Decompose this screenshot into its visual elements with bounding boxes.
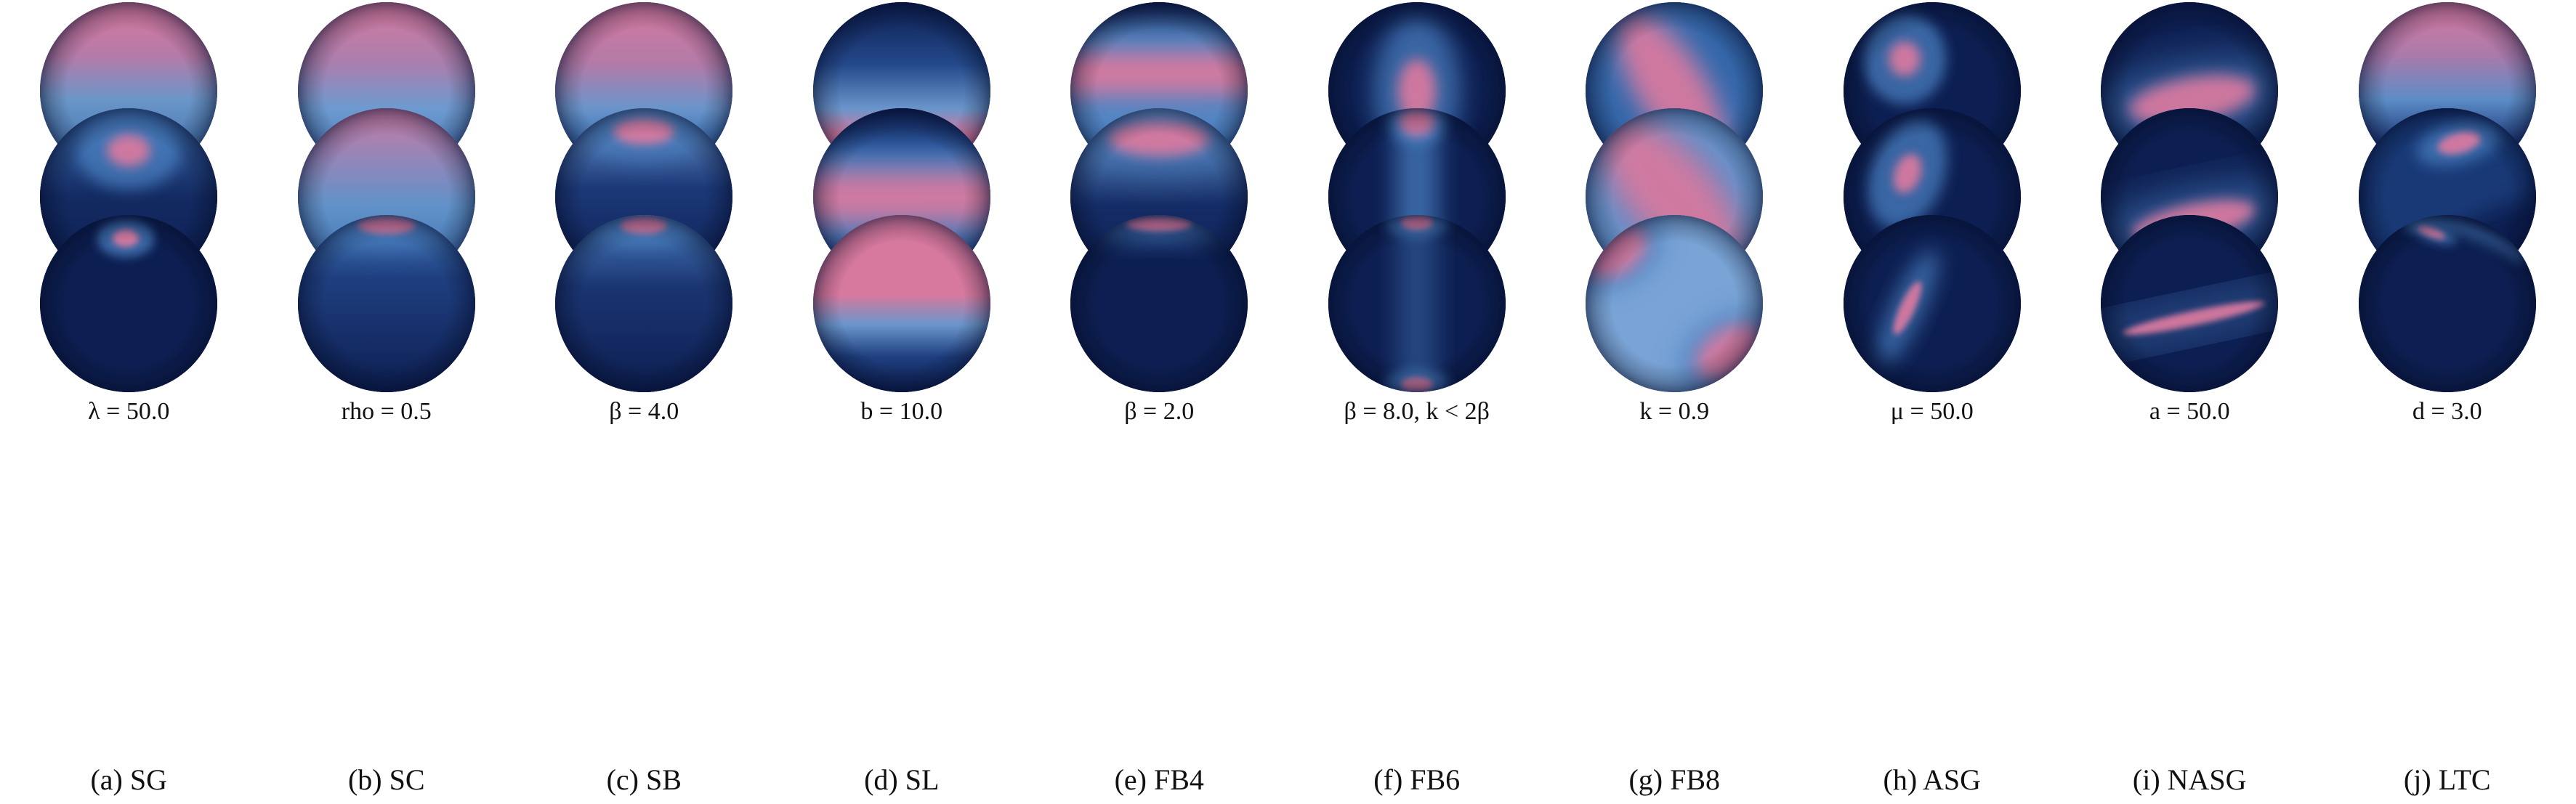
panel-column: β = 0.5β = 1.0β = 2.0(e) FB4 [1030, 0, 1288, 804]
parameter-label: rho = 0.5 [341, 398, 432, 425]
parameter-label: d = 3.0 [2412, 398, 2482, 425]
parameter-label: β = 4.0 [609, 398, 679, 425]
panel-caption: (e) FB4 [1114, 763, 1204, 796]
panel-caption: (d) SL [864, 763, 940, 796]
sphere-visualization [1070, 215, 1248, 392]
panel-caption: (f) FB6 [1373, 763, 1461, 796]
parameter-label: k = 0.9 [1639, 398, 1710, 425]
panel-column: β = 0.5β = 2.0β = 4.0(c) SB [515, 0, 773, 804]
panel-caption: (a) SG [90, 763, 168, 796]
sphere-visualization [1586, 215, 1763, 392]
sphere-visualization [555, 215, 732, 392]
panel-caption: (h) ASG [1883, 763, 1981, 796]
sphere-visualization [1843, 215, 2021, 392]
sphere-visualization [297, 215, 475, 392]
panel-caption: (b) SC [347, 763, 425, 796]
panel-column: a = 5.0a = 10.0a = 50.0(i) NASG [2061, 0, 2319, 804]
sphere-visualization [1328, 215, 1506, 392]
panel-column: b = 1.5b = 2.0b = 10.0(d) SL [773, 0, 1031, 804]
sphere-visualization [2358, 215, 2536, 392]
sphere-visualization [40, 215, 217, 392]
panel-column: k = 2.0k = 1.2k = 0.9(g) FB8 [1546, 0, 1804, 804]
parameter-label: β = 2.0 [1124, 398, 1195, 425]
panel-caption: (j) LTC [2403, 763, 2491, 796]
panel-column: d = 0.0d = 1.0d = 3.0(j) LTC [2319, 0, 2576, 804]
panel-column: μ = 5.0μ = 10.0μ = 50.0(h) ASG [1804, 0, 2062, 804]
parameter-label: λ = 50.0 [88, 398, 170, 425]
parameter-label: a = 50.0 [2149, 398, 2230, 425]
parameter-label: b = 10.0 [860, 398, 943, 425]
sphere-visualization [812, 215, 990, 392]
panel-caption: (c) SB [606, 763, 682, 796]
parameter-label: β = 8.0, k < 2β [1344, 398, 1490, 425]
panel-caption: (g) FB8 [1628, 763, 1721, 796]
panel-caption: (i) NASG [2132, 763, 2247, 796]
panel-column: λ = 1.0λ = 10.0λ = 50.0(a) SG [0, 0, 258, 804]
sphere-visualization [2101, 215, 2278, 392]
panel-column: rho = 0.1rho = 0.2rho = 0.5(b) SC [258, 0, 516, 804]
parameter-label: μ = 50.0 [1890, 398, 1974, 425]
panel-column: β = 2.0, k > 2ββ = 6.0, k < 2ββ = 8.0, k… [1288, 0, 1546, 804]
